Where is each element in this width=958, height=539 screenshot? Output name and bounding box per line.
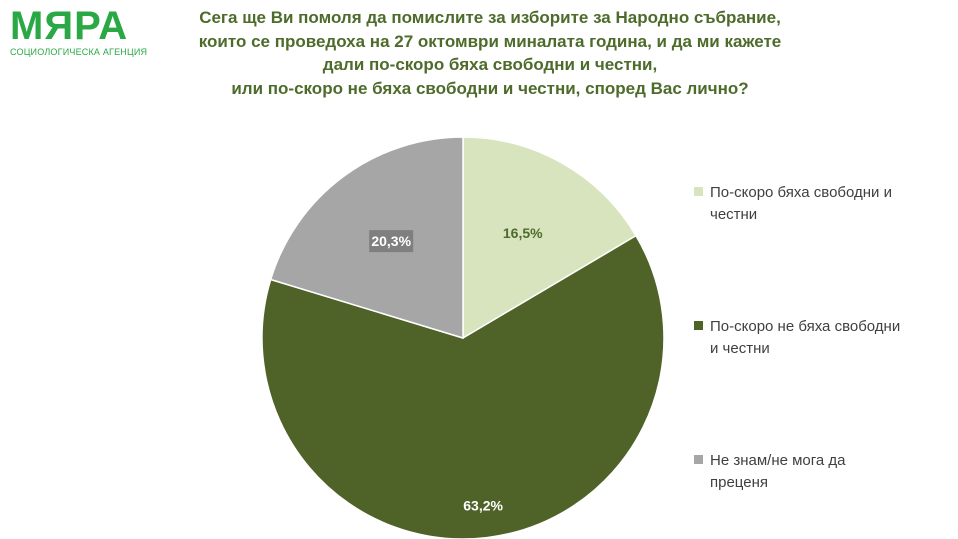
data-label-free-fair: 16,5%	[500, 222, 545, 245]
data-label-bg-free-fair	[500, 222, 545, 245]
legend-swatch-free-fair	[694, 187, 703, 196]
logo-subtitle: СОЦИОЛОГИЧЕСКА АГЕНЦИЯ	[10, 47, 148, 57]
data-label-not-free-fair: 63,2%	[461, 494, 506, 517]
data-label-bg-dont-know	[369, 230, 414, 253]
legend-label-dont-know-line1: Не знам/не мога да	[710, 452, 846, 469]
title-line-3: дали по-скоро бяха свободни и честни,	[322, 55, 658, 74]
data-label-text-free-fair: 16,5%	[503, 225, 543, 241]
data-label-text-dont-know: 20,3%	[371, 233, 411, 249]
pie-slice-dont-know	[269, 136, 464, 340]
title-line-1: Сега ще Ви помоля да помислите за избори…	[199, 8, 781, 27]
title-line-4: или по-скоро не бяха свободни и честни, …	[231, 78, 749, 98]
agency-logo: МЯРА СОЦИОЛОГИЧЕСКА АГЕНЦИЯ	[10, 6, 150, 57]
legend-label-not-free-fair-line1: По-скоро не бяха свободни	[710, 318, 901, 335]
chart-title: Сега ще Ви помоля да помислите за избори…	[170, 6, 810, 100]
legend-item-free-fair: По-скоро бяха свободни и честни	[694, 182, 934, 226]
logo-wordmark: МЯРА	[10, 4, 129, 48]
data-label-bg-not-free-fair	[461, 494, 506, 517]
legend-swatch-dont-know	[694, 455, 703, 464]
pie-slice-not-free-fair	[261, 234, 665, 539]
legend-label-not-free-fair-line2: и честни	[710, 340, 770, 357]
legend-item-not-free-fair: По-скоро не бяха свободни и честни	[694, 316, 934, 360]
legend-label-free-fair-line2: честни	[710, 206, 758, 223]
legend-label-free-fair-line1: По-скоро бяха свободни и	[710, 184, 892, 201]
pie-slice-free-fair	[462, 136, 638, 340]
data-label-dont-know: 20,3%	[369, 230, 414, 253]
title-line-2: които се проведоха на 27 октомври минала…	[198, 31, 782, 51]
legend-swatch-not-free-fair	[694, 321, 703, 330]
legend-label-dont-know-line2: преценя	[710, 474, 768, 491]
legend-item-dont-know: Не знам/не мога да преценя	[694, 450, 934, 494]
data-label-text-not-free-fair: 63,2%	[463, 498, 503, 514]
